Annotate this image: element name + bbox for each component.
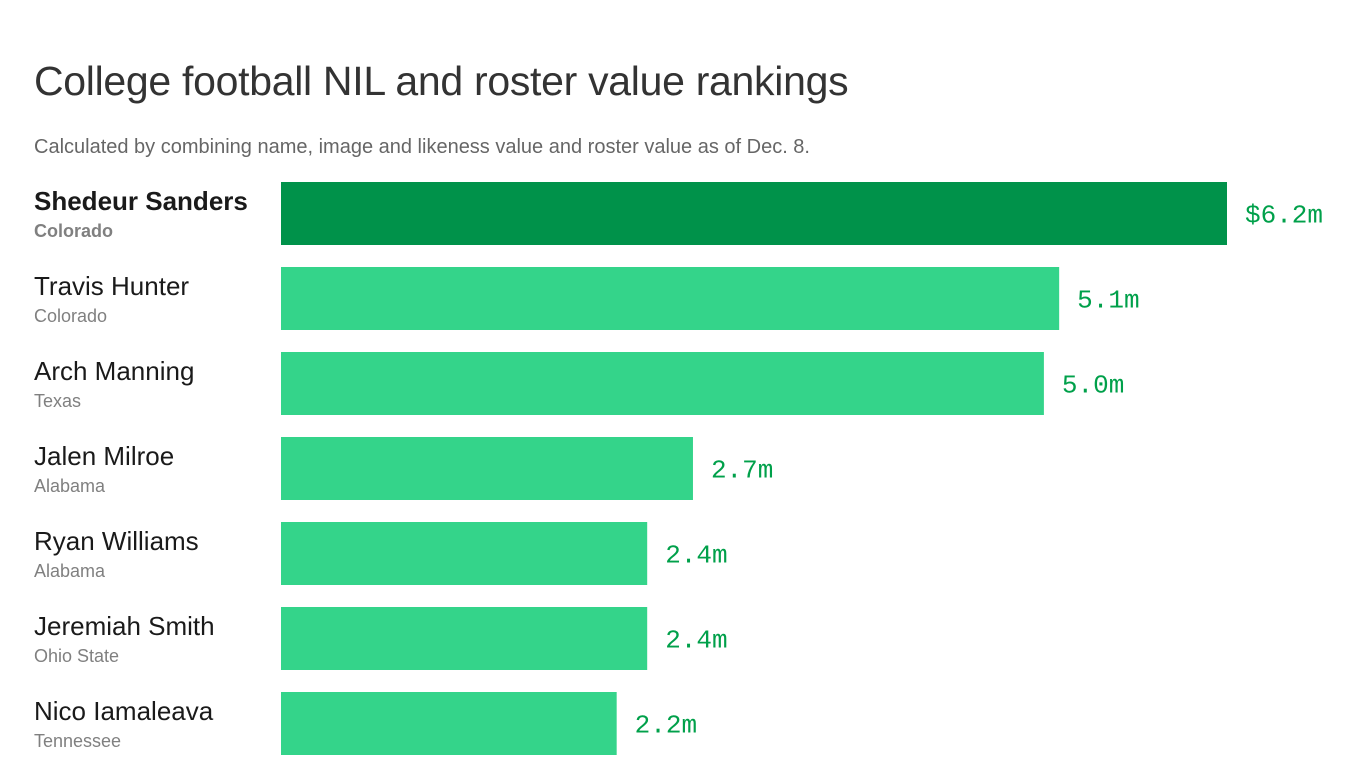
player-name: Shedeur Sanders	[34, 186, 248, 216]
value-label: 2.2m	[635, 711, 697, 741]
value-label: $6.2m	[1245, 201, 1323, 231]
player-team: Alabama	[34, 561, 106, 581]
bar	[281, 692, 617, 755]
player-team: Colorado	[34, 306, 107, 326]
chart-subtitle: Calculated by combining name, image and …	[34, 136, 810, 158]
player-team: Texas	[34, 391, 81, 411]
bar-row: Jeremiah Smith Ohio State 2.4m	[34, 607, 728, 670]
player-name: Nico Iamaleava	[34, 696, 214, 726]
player-name: Ryan Williams	[34, 526, 199, 556]
bar	[281, 437, 693, 500]
bar-row: Arch Manning Texas 5.0m	[34, 352, 1124, 415]
player-name: Jeremiah Smith	[34, 611, 215, 641]
bar-row: Shedeur Sanders Colorado $6.2m	[34, 182, 1323, 245]
player-name: Jalen Milroe	[34, 441, 174, 471]
bar-row: Travis Hunter Colorado 5.1m	[34, 267, 1140, 330]
value-label: 5.1m	[1077, 286, 1139, 316]
bar-row: Nico Iamaleava Tennessee 2.2m	[34, 692, 697, 755]
player-team: Tennessee	[34, 731, 121, 751]
player-name: Travis Hunter	[34, 271, 189, 301]
bar	[281, 182, 1227, 245]
bar-row: Jalen Milroe Alabama 2.7m	[34, 437, 773, 500]
bar	[281, 352, 1044, 415]
player-team: Colorado	[34, 221, 113, 241]
bar-row: Ryan Williams Alabama 2.4m	[34, 522, 728, 585]
value-label: 2.4m	[665, 541, 727, 571]
bar	[281, 607, 648, 670]
value-label: 5.0m	[1062, 371, 1124, 401]
value-label: 2.7m	[711, 456, 773, 486]
value-label: 2.4m	[665, 626, 727, 656]
bar	[281, 267, 1060, 330]
bar	[281, 522, 648, 585]
player-team: Ohio State	[34, 646, 119, 666]
player-name: Arch Manning	[34, 356, 194, 386]
chart-title: College football NIL and roster value ra…	[34, 58, 849, 104]
player-team: Alabama	[34, 476, 106, 496]
